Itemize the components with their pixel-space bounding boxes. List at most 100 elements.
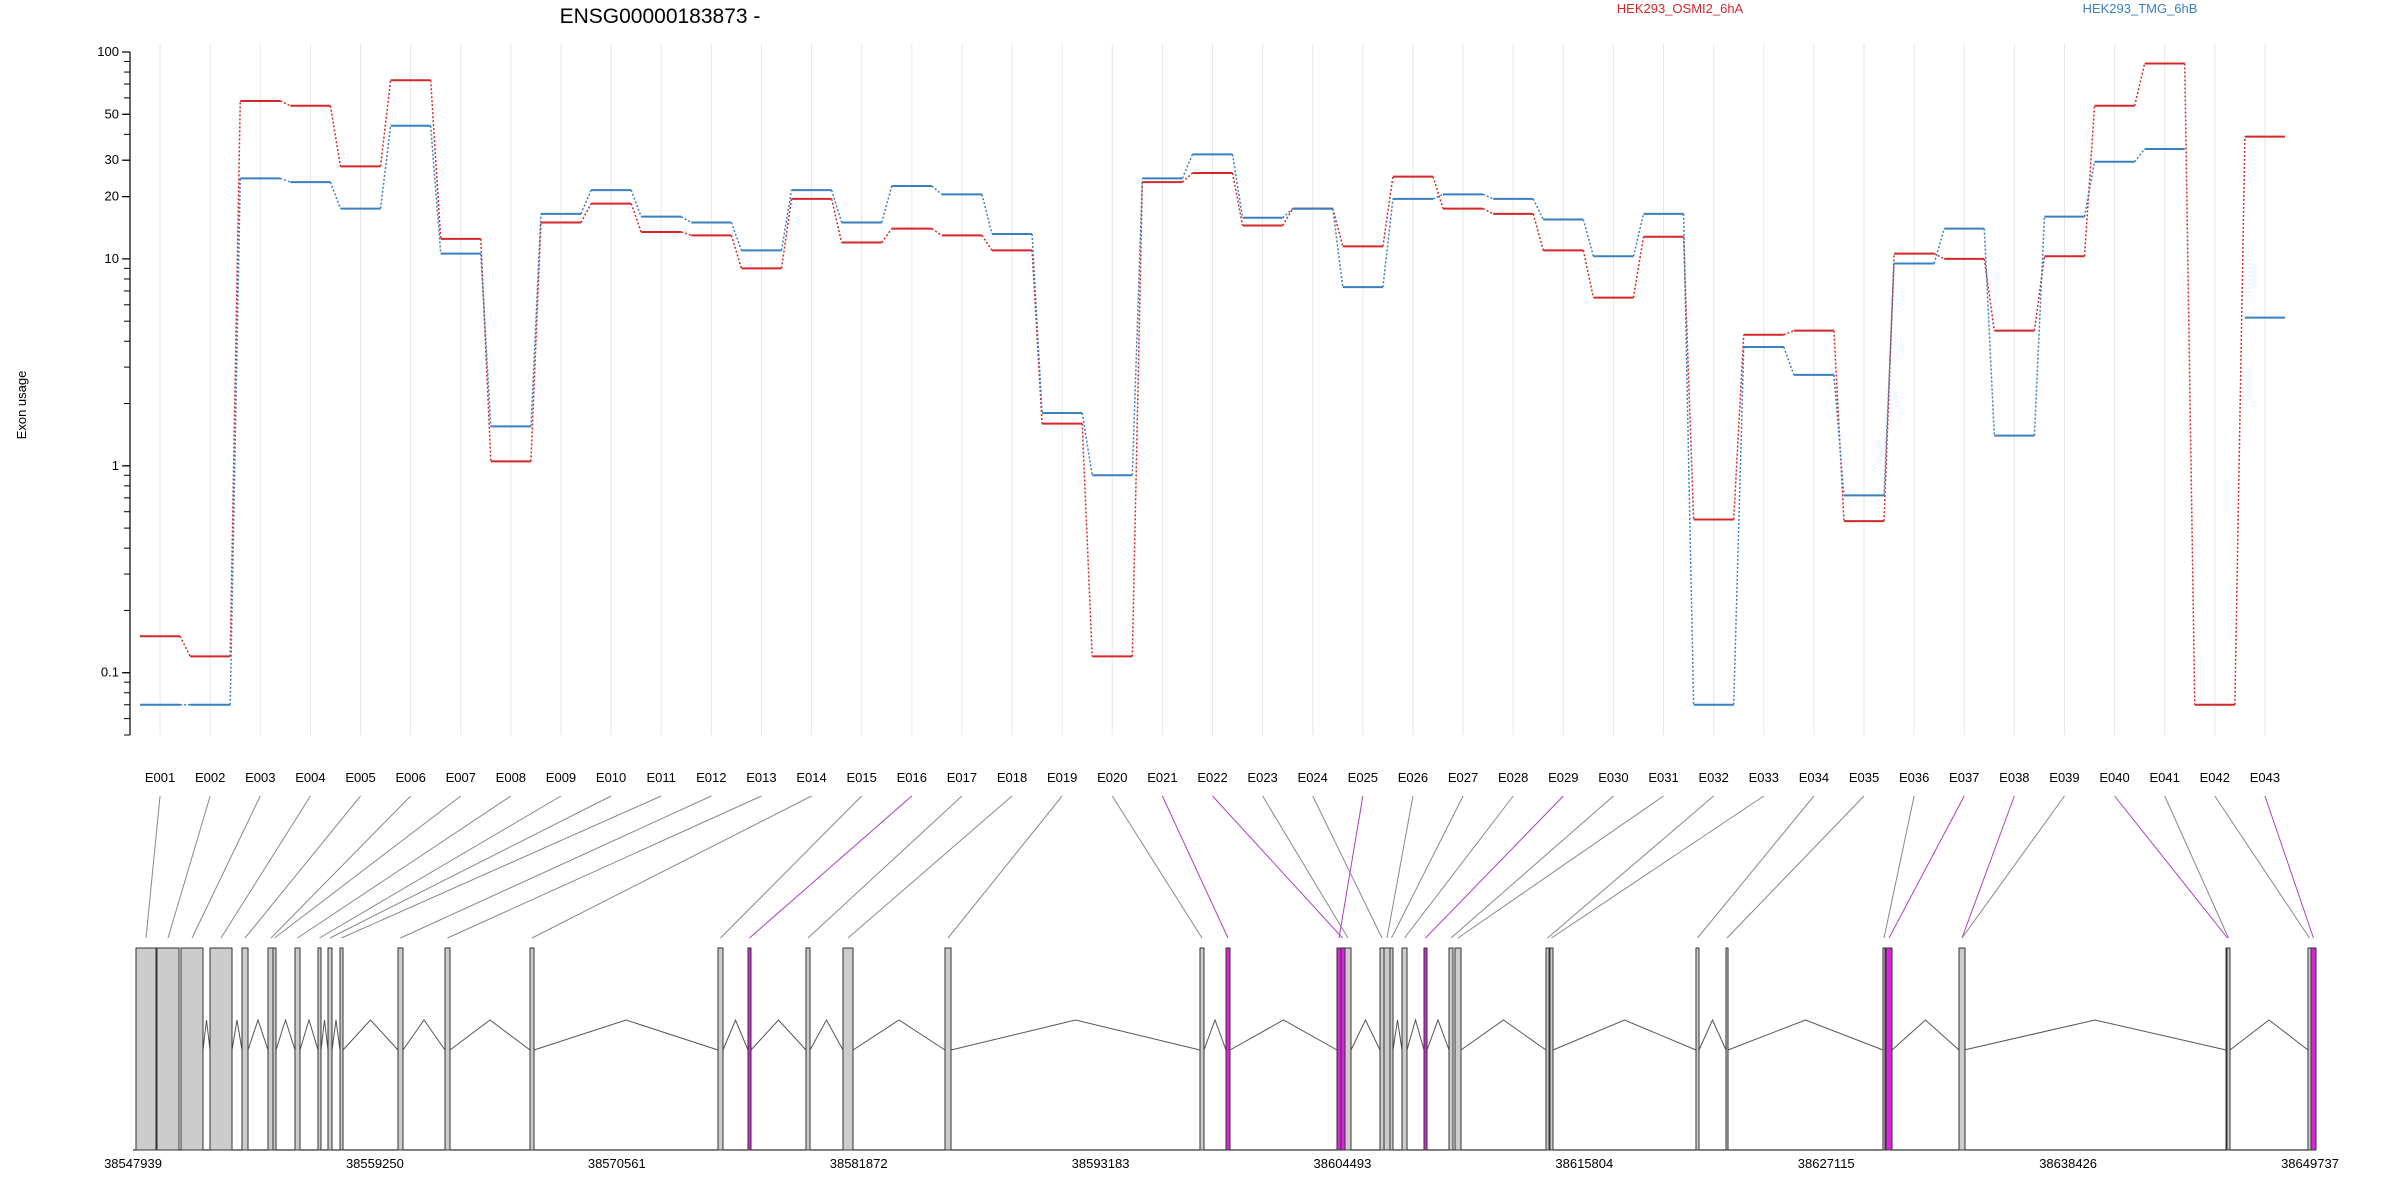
exon-block: [444, 947, 451, 1151]
exon-block: [1401, 947, 1408, 1151]
exon-label: E027: [1448, 770, 1478, 785]
exon-label: E036: [1899, 770, 1929, 785]
intron-chevron: [1392, 1019, 1403, 1051]
series-connector: [630, 189, 642, 217]
series-connector: [1682, 236, 1695, 520]
series-connector: [881, 228, 893, 243]
exon-block: [1958, 947, 1966, 1151]
exon-block-highlight: [747, 947, 752, 1151]
exon-block: [1379, 947, 1385, 1151]
exon-label: E028: [1498, 770, 1528, 785]
series-connector: [1632, 236, 1645, 298]
coordinate-label: 38593183: [1072, 1156, 1130, 1171]
exon-label: E026: [1398, 770, 1428, 785]
series-connector: [1382, 198, 1394, 288]
intron-chevron: [722, 1018, 749, 1051]
exon-connector: [167, 795, 211, 939]
intron-chevron: [231, 1019, 243, 1051]
intron-chevron: [202, 1019, 211, 1051]
exon-block: [1344, 947, 1352, 1151]
y-tick-label: 100: [97, 44, 119, 59]
exon-connector: [1883, 795, 1915, 939]
exon-block: [327, 947, 333, 1151]
intron-chevron: [1350, 1018, 1381, 1051]
exon-label: E035: [1849, 770, 1879, 785]
legend-entry-osmi2: HEK293_OSMI2_6hA: [1617, 1, 1744, 16]
exon-connector: [1961, 795, 2015, 939]
exon-connector: [2114, 795, 2228, 939]
series-connector: [830, 198, 843, 243]
exon-block: [842, 947, 854, 1151]
exon-block: [1549, 947, 1554, 1151]
series-connector: [229, 100, 241, 657]
exon-block: [135, 947, 157, 1151]
series-connector: [1031, 233, 1043, 414]
series-connector: [280, 177, 291, 183]
intron-chevron: [247, 1018, 269, 1051]
exon-label: E021: [1147, 770, 1177, 785]
series-connector: [1582, 219, 1595, 257]
exon-label: E003: [245, 770, 275, 785]
series-connector: [1081, 412, 1093, 476]
series-connector: [1131, 178, 1144, 476]
exon-block: [1389, 947, 1394, 1151]
y-tick-label: 1: [112, 458, 119, 473]
exon-block-highlight: [1423, 947, 1428, 1151]
exon-label: E020: [1097, 770, 1127, 785]
series-connector: [1482, 207, 1494, 215]
chart-title: ENSG00000183873 -: [560, 5, 761, 28]
intron-chevron: [402, 1019, 446, 1051]
exon-block: [1448, 947, 1454, 1151]
exon-label: E030: [1598, 770, 1628, 785]
series-connector: [1632, 213, 1645, 257]
series-connector: [1131, 182, 1144, 657]
exon-label: E012: [696, 770, 726, 785]
exon-block: [529, 947, 535, 1151]
exon-connector: [400, 795, 712, 939]
intron-chevron: [2229, 1019, 2309, 1051]
exon-connector: [341, 795, 662, 939]
exon-connector: [1697, 795, 1815, 939]
exon-connector: [220, 795, 311, 939]
series-connector: [2083, 105, 2096, 257]
intron-chevron: [1891, 1019, 1960, 1051]
intron-chevron: [1552, 1019, 1697, 1051]
intron-chevron: [1203, 1018, 1227, 1051]
exon-block: [1383, 947, 1391, 1151]
exon-connector: [1312, 795, 1383, 939]
exon-label: E037: [1949, 770, 1979, 785]
series-connector: [1532, 213, 1544, 251]
exon-block: [317, 947, 322, 1151]
coordinate-label: 38649737: [2281, 1156, 2339, 1171]
exon-label: E031: [1648, 770, 1678, 785]
exon-connector: [1961, 795, 2065, 939]
exon-connector: [1386, 795, 1414, 939]
exon-block: [272, 947, 277, 1151]
coordinate-label: 38547939: [104, 1156, 162, 1171]
exon-connector: [244, 795, 361, 939]
exon-block-highlight: [2310, 947, 2317, 1151]
intron-chevron: [950, 1019, 1201, 1051]
exon-connector: [2164, 795, 2229, 939]
exon-connector: [1111, 795, 1203, 939]
exon-connector: [1262, 795, 1349, 939]
intron-chevron: [1406, 1018, 1425, 1051]
exon-label: E041: [2150, 770, 2180, 785]
series-connector: [1732, 347, 1745, 705]
exon-connector: [1425, 795, 1564, 939]
intron-chevron: [449, 1019, 531, 1051]
exon-block: [1882, 947, 1886, 1151]
exon-label: E034: [1799, 770, 1829, 785]
vertical-grid: [159, 44, 2266, 735]
intron-chevron: [342, 1019, 399, 1051]
exon-connector: [191, 795, 261, 939]
gene-model: [133, 947, 2317, 1151]
series-connector: [480, 238, 492, 462]
exon-connector: [531, 795, 812, 939]
exon-label: E005: [345, 770, 375, 785]
coordinate-label: 38581872: [830, 1156, 888, 1171]
exon-label: E022: [1197, 770, 1227, 785]
exon-connector: [329, 795, 612, 939]
exon-label: E015: [846, 770, 876, 785]
